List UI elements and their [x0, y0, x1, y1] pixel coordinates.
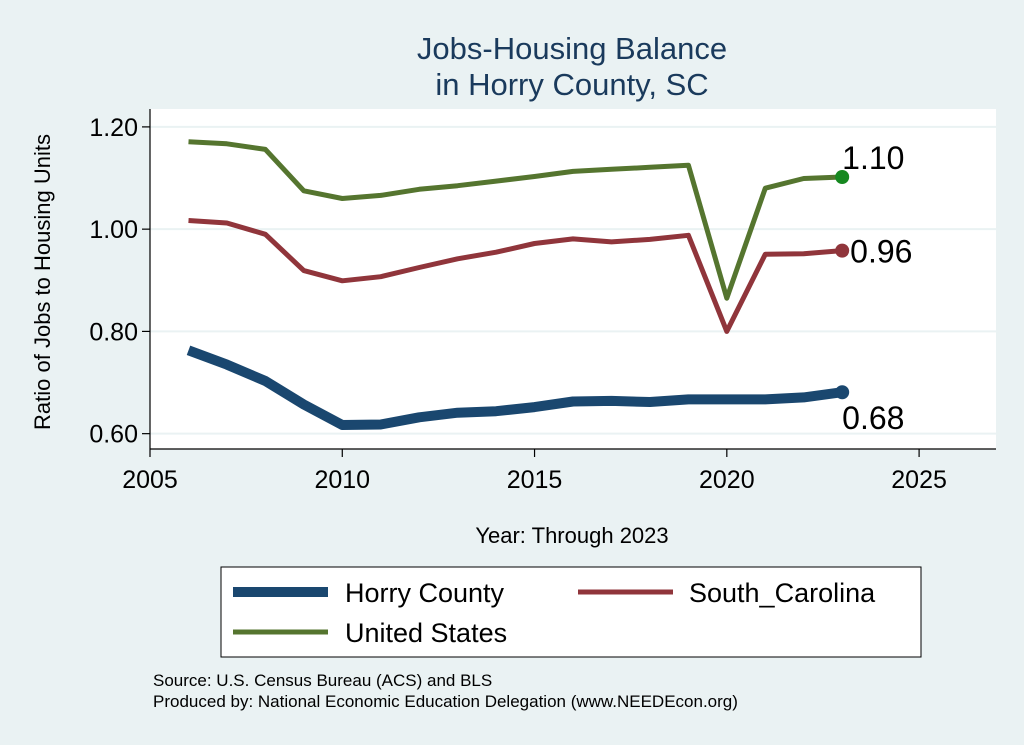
legend-label-horry-county: Horry County [345, 578, 505, 608]
y-axis-ticks: 0.60 0.80 1.00 1.20 [89, 114, 150, 449]
title-line-1: Jobs-Housing Balance [417, 31, 727, 66]
end-marker-south-carolina [835, 243, 850, 258]
end-labels: 0.68 0.96 1.10 [842, 140, 912, 436]
chart-title: Jobs-Housing Balance in Horry County, SC [417, 31, 727, 102]
legend-box [220, 566, 922, 658]
series-line-south-carolina [188, 218, 843, 334]
y-tick-label: 1.00 [89, 216, 138, 244]
source-note: Source: U.S. Census Bureau (ACS) and BLS [153, 671, 492, 690]
source-notes: Source: U.S. Census Bureau (ACS) and BLS… [153, 671, 738, 711]
series-line-horry-county [186, 345, 843, 430]
y-tick-label: 1.20 [89, 114, 138, 142]
x-tick-label: 2005 [122, 466, 178, 494]
produced-by-note: Produced by: National Economic Education… [153, 692, 738, 711]
gridlines [150, 125, 996, 435]
end-label-united-states: 1.10 [842, 140, 904, 176]
end-marker-united-states [835, 170, 850, 184]
end-marker-horry-county [835, 385, 850, 400]
legend-label-south-carolina: South_Carolina [689, 578, 876, 608]
y-tick-label: 0.80 [89, 318, 138, 346]
x-axis-title: Year: Through 2023 [475, 523, 668, 548]
x-tick-label: 2010 [314, 466, 370, 494]
title-line-2: in Horry County, SC [435, 67, 708, 102]
x-tick-label: 2020 [699, 466, 755, 494]
end-label-horry-county: 0.68 [842, 400, 904, 436]
legend: Horry County South_Carolina United State… [220, 566, 922, 658]
y-axis-title: Ratio of Jobs to Housing Units [30, 134, 55, 430]
end-markers [835, 170, 850, 400]
x-tick-label: 2025 [891, 466, 947, 494]
end-label-south-carolina: 0.96 [850, 234, 912, 270]
legend-label-united-states: United States [345, 618, 507, 648]
x-tick-label: 2015 [507, 466, 563, 494]
series-lines [186, 139, 843, 430]
y-tick-label: 0.60 [89, 421, 138, 449]
axes [149, 109, 996, 450]
series-line-united-states [188, 139, 843, 301]
x-axis-ticks: 2005 2010 2015 2020 2025 [122, 449, 947, 494]
